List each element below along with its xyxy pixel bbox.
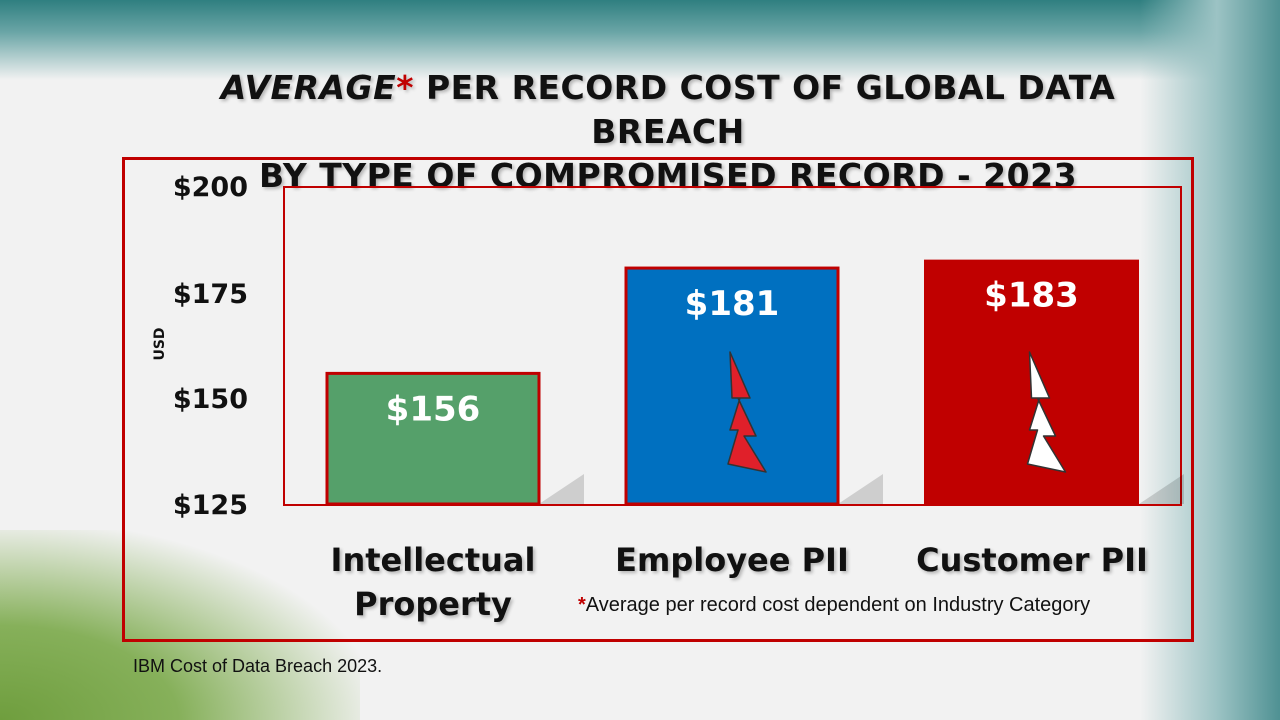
x-category-label-customer: Customer PII: [902, 538, 1162, 582]
y-tick-label: $200: [172, 172, 248, 203]
background-right-gradient: [1140, 0, 1280, 720]
bar: [325, 371, 541, 506]
x-label-line: Customer PII: [916, 541, 1148, 579]
background-top-gradient: [0, 0, 1280, 80]
x-label-line: Property: [354, 585, 512, 623]
y-tick-label: $125: [172, 490, 248, 521]
lightning-bolt-icon: [1026, 351, 1067, 473]
source-note: IBM Cost of Data Breach 2023.: [133, 656, 383, 676]
x-category-label-ip: Intellectual Property: [303, 538, 563, 626]
chart-frame: [122, 157, 1194, 642]
title-italic-word: AVERAGE: [220, 68, 397, 107]
footnote-asterisk: *: [578, 594, 586, 616]
x-label-line: Intellectual: [330, 541, 536, 579]
bar-data-label: $181: [685, 284, 780, 324]
title-line2: BY TYPE OF COMPROMISED RECORD - 2023: [258, 156, 1078, 195]
lightning-bolt-icon: [727, 351, 767, 473]
x-label-line: Employee PII: [615, 541, 849, 579]
footnote-text: Average per record cost dependent on Ind…: [585, 594, 1091, 616]
footnote: *Average per record cost dependent on In…: [578, 594, 1090, 617]
bar-shadow: [838, 474, 883, 504]
bar-data-label: $183: [984, 276, 1079, 316]
bar-data-label: $156: [386, 389, 481, 429]
bar-shadow: [539, 474, 584, 504]
y-tick-label: $175: [172, 279, 248, 310]
chart-title: AVERAGE* PER RECORD COST OF GLOBAL DATA …: [140, 66, 1196, 198]
background-green-corner: [0, 530, 360, 720]
title-asterisk: *: [396, 68, 414, 107]
title-line1-rest: PER RECORD COST OF GLOBAL DATA BREACH: [413, 68, 1116, 151]
bar-shadow: [1139, 474, 1184, 504]
x-category-label-employee: Employee PII: [602, 538, 862, 582]
y-tick-label: $150: [172, 384, 248, 415]
